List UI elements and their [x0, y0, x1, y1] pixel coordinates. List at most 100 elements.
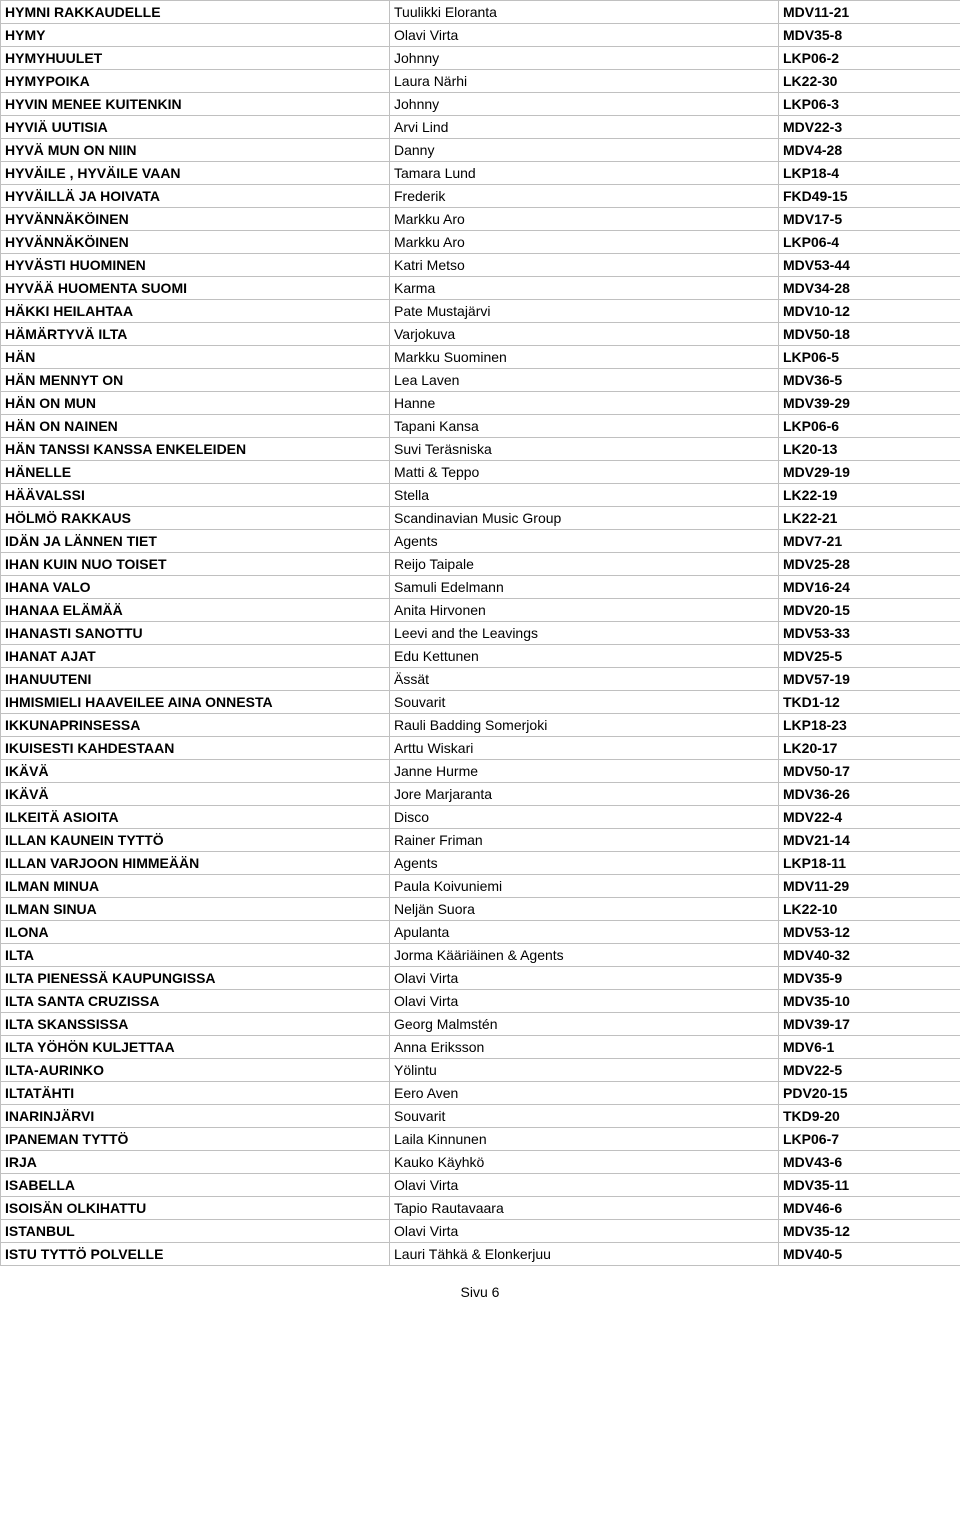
artist-cell: Johnny: [390, 47, 779, 70]
artist-cell: Frederik: [390, 185, 779, 208]
song-title-cell: ILONA: [1, 921, 390, 944]
song-title-cell: HYVIN MENEE KUITENKIN: [1, 93, 390, 116]
artist-cell: Agents: [390, 530, 779, 553]
code-cell: MDV35-10: [779, 990, 960, 1013]
table-row: HÄMÄRTYVÄ ILTAVarjokuvaMDV50-18: [1, 323, 960, 346]
artist-cell: Edu Kettunen: [390, 645, 779, 668]
table-row: ILTA-AURINKOYölintuMDV22-5: [1, 1059, 960, 1082]
code-cell: MDV10-12: [779, 300, 960, 323]
artist-cell: Matti & Teppo: [390, 461, 779, 484]
artist-cell: Karma: [390, 277, 779, 300]
artist-cell: Souvarit: [390, 691, 779, 714]
song-title-cell: HÄNELLE: [1, 461, 390, 484]
artist-cell: Disco: [390, 806, 779, 829]
artist-cell: Olavi Virta: [390, 24, 779, 47]
code-cell: MDV21-14: [779, 829, 960, 852]
table-row: ILMAN MINUAPaula KoivuniemiMDV11-29: [1, 875, 960, 898]
song-title-cell: HYVÄILLÄ JA HOIVATA: [1, 185, 390, 208]
song-title-cell: IHMISMIELI HAAVEILEE AINA ONNESTA: [1, 691, 390, 714]
song-title-cell: IKKUNAPRINSESSA: [1, 714, 390, 737]
artist-cell: Eero Aven: [390, 1082, 779, 1105]
table-row: ILKEITÄ ASIOITADiscoMDV22-4: [1, 806, 960, 829]
song-title-cell: ISTU TYTTÖ POLVELLE: [1, 1243, 390, 1266]
table-row: HYMYOlavi VirtaMDV35-8: [1, 24, 960, 47]
table-row: HYVÄNNÄKÖINENMarkku AroMDV17-5: [1, 208, 960, 231]
code-cell: MDV40-5: [779, 1243, 960, 1266]
artist-cell: Pate Mustajärvi: [390, 300, 779, 323]
song-title-cell: IHANASTI SANOTTU: [1, 622, 390, 645]
artist-cell: Tuulikki Eloranta: [390, 1, 779, 24]
code-cell: MDV22-4: [779, 806, 960, 829]
table-row: HÄNELLEMatti & TeppoMDV29-19: [1, 461, 960, 484]
song-title-cell: ILLAN KAUNEIN TYTTÖ: [1, 829, 390, 852]
code-cell: LKP06-4: [779, 231, 960, 254]
table-row: ILTA SANTA CRUZISSAOlavi VirtaMDV35-10: [1, 990, 960, 1013]
code-cell: MDV53-44: [779, 254, 960, 277]
table-row: IRJAKauko KäyhköMDV43-6: [1, 1151, 960, 1174]
song-title-cell: HYVÄSTI HUOMINEN: [1, 254, 390, 277]
table-row: HYVÄSTI HUOMINENKatri MetsoMDV53-44: [1, 254, 960, 277]
artist-cell: Olavi Virta: [390, 1174, 779, 1197]
table-row: ILTA SKANSSISSAGeorg MalmsténMDV39-17: [1, 1013, 960, 1036]
table-row: HYVÄILE , HYVÄILE VAANTamara LundLKP18-4: [1, 162, 960, 185]
table-row: HYMYPOIKALaura NärhiLK22-30: [1, 70, 960, 93]
artist-cell: Markku Aro: [390, 231, 779, 254]
code-cell: MDV11-29: [779, 875, 960, 898]
artist-cell: Lea Laven: [390, 369, 779, 392]
song-title-cell: HÖLMÖ RAKKAUS: [1, 507, 390, 530]
code-cell: TKD9-20: [779, 1105, 960, 1128]
code-cell: MDV25-5: [779, 645, 960, 668]
code-cell: MDV50-18: [779, 323, 960, 346]
song-title-cell: HÄN TANSSI KANSSA ENKELEIDEN: [1, 438, 390, 461]
song-title-cell: ISABELLA: [1, 1174, 390, 1197]
artist-cell: Laila Kinnunen: [390, 1128, 779, 1151]
table-row: IKÄVÄJore MarjarantaMDV36-26: [1, 783, 960, 806]
code-cell: LKP06-3: [779, 93, 960, 116]
table-row: ILLAN VARJOON HIMMEÄÄNAgentsLKP18-11: [1, 852, 960, 875]
code-cell: LK22-30: [779, 70, 960, 93]
code-cell: MDV25-28: [779, 553, 960, 576]
table-row: IHANAT AJATEdu KettunenMDV25-5: [1, 645, 960, 668]
table-row: IHANA VALOSamuli EdelmannMDV16-24: [1, 576, 960, 599]
song-title-cell: HYVÄ MUN ON NIIN: [1, 139, 390, 162]
table-row: ILMAN SINUANeljän SuoraLK22-10: [1, 898, 960, 921]
table-row: HYVÄ MUN ON NIINDannyMDV4-28: [1, 139, 960, 162]
code-cell: LKP18-11: [779, 852, 960, 875]
artist-cell: Ässät: [390, 668, 779, 691]
table-row: HYVÄNNÄKÖINENMarkku AroLKP06-4: [1, 231, 960, 254]
code-cell: FKD49-15: [779, 185, 960, 208]
song-title-cell: IDÄN JA LÄNNEN TIET: [1, 530, 390, 553]
song-table: HYMNI RAKKAUDELLETuulikki ElorantaMDV11-…: [0, 0, 960, 1266]
song-title-cell: HYVÄNNÄKÖINEN: [1, 208, 390, 231]
code-cell: MDV50-17: [779, 760, 960, 783]
code-cell: MDV40-32: [779, 944, 960, 967]
table-row: ISTANBULOlavi VirtaMDV35-12: [1, 1220, 960, 1243]
song-title-cell: HYMYPOIKA: [1, 70, 390, 93]
artist-cell: Anita Hirvonen: [390, 599, 779, 622]
code-cell: MDV11-21: [779, 1, 960, 24]
table-row: HÄNMarkku SuominenLKP06-5: [1, 346, 960, 369]
table-row: IHAN KUIN NUO TOISETReijo TaipaleMDV25-2…: [1, 553, 960, 576]
code-cell: LKP06-6: [779, 415, 960, 438]
song-title-cell: ISTANBUL: [1, 1220, 390, 1243]
artist-cell: Rauli Badding Somerjoki: [390, 714, 779, 737]
table-row: HYVÄILLÄ JA HOIVATAFrederikFKD49-15: [1, 185, 960, 208]
page-container: HYMNI RAKKAUDELLETuulikki ElorantaMDV11-…: [0, 0, 960, 1318]
code-cell: TKD1-12: [779, 691, 960, 714]
artist-cell: Markku Suominen: [390, 346, 779, 369]
artist-cell: Neljän Suora: [390, 898, 779, 921]
artist-cell: Rainer Friman: [390, 829, 779, 852]
song-title-cell: IHANA VALO: [1, 576, 390, 599]
table-row: ILTAJorma Kääriäinen & AgentsMDV40-32: [1, 944, 960, 967]
song-title-cell: IHANUUTENI: [1, 668, 390, 691]
artist-cell: Georg Malmstén: [390, 1013, 779, 1036]
song-title-cell: HYVÄILE , HYVÄILE VAAN: [1, 162, 390, 185]
table-row: IKUISESTI KAHDESTAANArttu WiskariLK20-17: [1, 737, 960, 760]
song-title-cell: ILLAN VARJOON HIMMEÄÄN: [1, 852, 390, 875]
table-row: IDÄN JA LÄNNEN TIETAgentsMDV7-21: [1, 530, 960, 553]
table-body: HYMNI RAKKAUDELLETuulikki ElorantaMDV11-…: [1, 1, 960, 1266]
table-row: ILONAApulantaMDV53-12: [1, 921, 960, 944]
table-row: ILTA PIENESSÄ KAUPUNGISSAOlavi VirtaMDV3…: [1, 967, 960, 990]
table-row: IKKUNAPRINSESSARauli Badding SomerjokiLK…: [1, 714, 960, 737]
song-title-cell: ILTA YÖHÖN KULJETTAA: [1, 1036, 390, 1059]
